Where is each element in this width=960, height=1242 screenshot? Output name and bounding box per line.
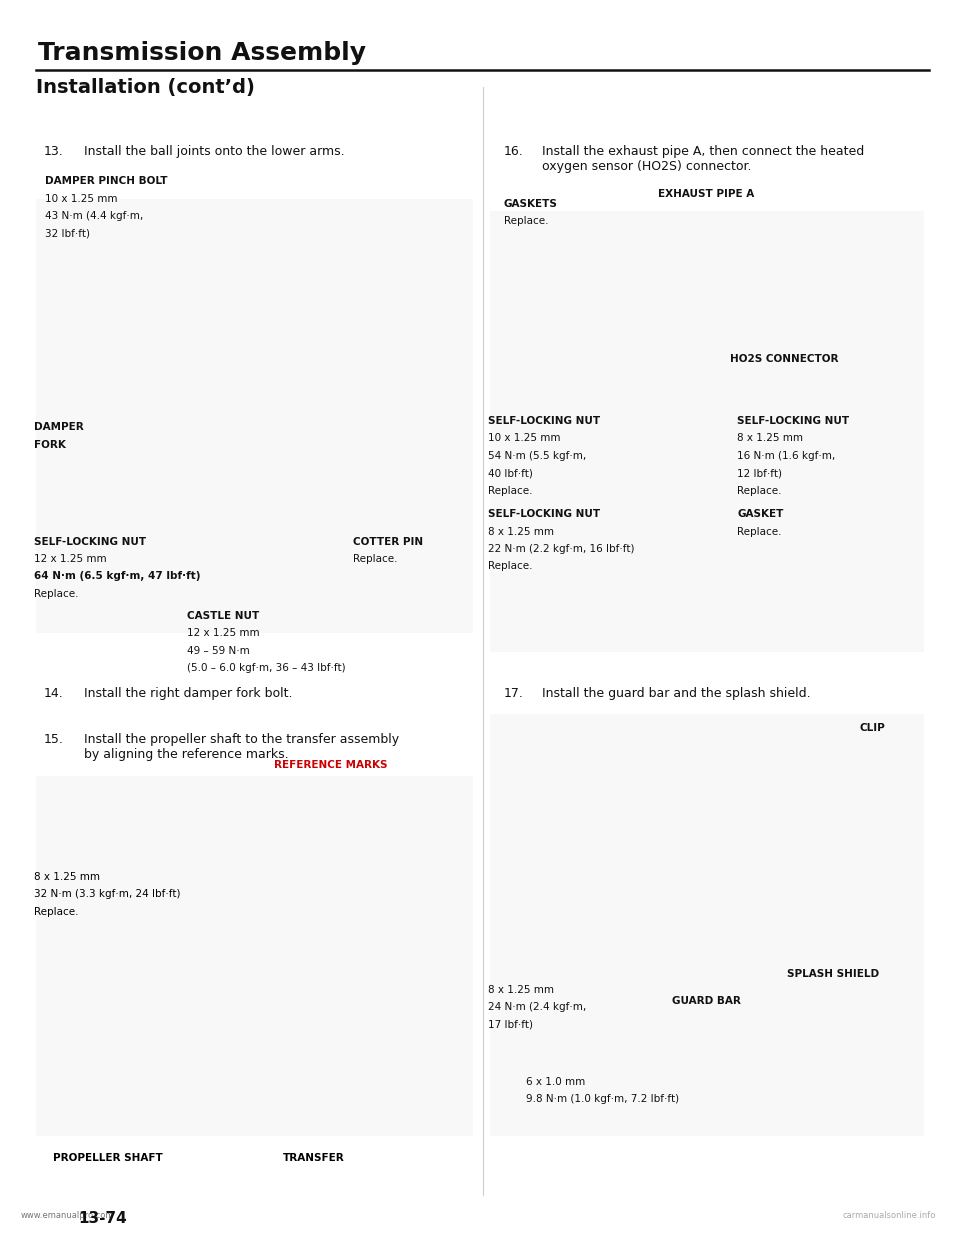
Text: DAMPER: DAMPER xyxy=(34,422,84,432)
Text: 16 N·m (1.6 kgf·m,: 16 N·m (1.6 kgf·m, xyxy=(737,451,835,461)
Text: EXHAUST PIPE A: EXHAUST PIPE A xyxy=(658,189,754,199)
Text: SELF-LOCKING NUT: SELF-LOCKING NUT xyxy=(737,416,850,426)
Text: Transmission Assembly: Transmission Assembly xyxy=(38,41,367,65)
Text: 8 x 1.25 mm: 8 x 1.25 mm xyxy=(488,985,554,995)
Text: 64 N·m (6.5 kgf·m, 47 lbf·ft): 64 N·m (6.5 kgf·m, 47 lbf·ft) xyxy=(34,571,200,581)
Text: 6 x 1.0 mm: 6 x 1.0 mm xyxy=(526,1077,586,1087)
Text: 22 N·m (2.2 kgf·m, 16 lbf·ft): 22 N·m (2.2 kgf·m, 16 lbf·ft) xyxy=(488,544,635,554)
Bar xyxy=(490,211,924,652)
Text: 54 N·m (5.5 kgf·m,: 54 N·m (5.5 kgf·m, xyxy=(488,451,586,461)
Text: Replace.: Replace. xyxy=(488,486,532,496)
Text: 17.: 17. xyxy=(504,687,524,699)
Text: 8 x 1.25 mm: 8 x 1.25 mm xyxy=(737,433,804,443)
Text: 10 x 1.25 mm: 10 x 1.25 mm xyxy=(488,433,561,443)
Text: 49 – 59 N·m: 49 – 59 N·m xyxy=(187,646,250,656)
Text: FORK: FORK xyxy=(34,440,65,450)
Text: CASTLE NUT: CASTLE NUT xyxy=(187,611,259,621)
Text: Replace.: Replace. xyxy=(737,486,781,496)
Text: Replace.: Replace. xyxy=(34,589,78,599)
Text: 43 N·m (4.4 kgf·m,: 43 N·m (4.4 kgf·m, xyxy=(45,211,143,221)
Text: Install the ball joints onto the lower arms.: Install the ball joints onto the lower a… xyxy=(84,145,344,158)
Text: 15.: 15. xyxy=(43,733,63,745)
Text: 24 N·m (2.4 kgf·m,: 24 N·m (2.4 kgf·m, xyxy=(488,1002,586,1012)
Text: Install the right damper fork bolt.: Install the right damper fork bolt. xyxy=(84,687,292,699)
Text: 12 x 1.25 mm: 12 x 1.25 mm xyxy=(34,554,107,564)
Text: 17 lbf·ft): 17 lbf·ft) xyxy=(488,1020,533,1030)
Text: HO2S CONNECTOR: HO2S CONNECTOR xyxy=(730,354,838,364)
Text: carmanualsonline.info: carmanualsonline.info xyxy=(843,1211,936,1220)
Text: 10 x 1.25 mm: 10 x 1.25 mm xyxy=(45,194,118,204)
Text: DAMPER PINCH BOLT: DAMPER PINCH BOLT xyxy=(45,176,168,186)
Text: Replace.: Replace. xyxy=(34,907,78,917)
Text: 12 lbf·ft): 12 lbf·ft) xyxy=(737,468,782,478)
Text: SELF-LOCKING NUT: SELF-LOCKING NUT xyxy=(488,509,600,519)
Text: 8 x 1.25 mm: 8 x 1.25 mm xyxy=(34,872,100,882)
Text: SELF-LOCKING NUT: SELF-LOCKING NUT xyxy=(488,416,600,426)
Text: REFERENCE MARKS: REFERENCE MARKS xyxy=(274,760,387,770)
Text: 32 lbf·ft): 32 lbf·ft) xyxy=(45,229,90,238)
Text: GASKETS: GASKETS xyxy=(504,199,558,209)
Text: 16.: 16. xyxy=(504,145,524,158)
Text: Replace.: Replace. xyxy=(504,216,548,226)
Text: Replace.: Replace. xyxy=(353,554,397,564)
Bar xyxy=(36,199,473,633)
Text: 14.: 14. xyxy=(43,687,63,699)
Text: 8 x 1.25 mm: 8 x 1.25 mm xyxy=(488,527,554,537)
Text: 9.8 N·m (1.0 kgf·m, 7.2 lbf·ft): 9.8 N·m (1.0 kgf·m, 7.2 lbf·ft) xyxy=(526,1094,680,1104)
Text: 40 lbf·ft): 40 lbf·ft) xyxy=(488,468,533,478)
Text: 13.: 13. xyxy=(43,145,63,158)
Text: SPLASH SHIELD: SPLASH SHIELD xyxy=(787,969,879,979)
Text: PROPELLER SHAFT: PROPELLER SHAFT xyxy=(53,1153,162,1163)
Bar xyxy=(490,714,924,1136)
Text: 13-74: 13-74 xyxy=(79,1211,128,1226)
Text: Installation (cont’d): Installation (cont’d) xyxy=(36,78,255,97)
Text: 32 N·m (3.3 kgf·m, 24 lbf·ft): 32 N·m (3.3 kgf·m, 24 lbf·ft) xyxy=(34,889,180,899)
Text: www.emanualpro.com: www.emanualpro.com xyxy=(21,1211,114,1220)
Text: Install the guard bar and the splash shield.: Install the guard bar and the splash shi… xyxy=(542,687,811,699)
Text: TRANSFER: TRANSFER xyxy=(283,1153,345,1163)
Text: Replace.: Replace. xyxy=(488,561,532,571)
Text: COTTER PIN: COTTER PIN xyxy=(353,537,423,546)
Text: (5.0 – 6.0 kgf·m, 36 – 43 lbf·ft): (5.0 – 6.0 kgf·m, 36 – 43 lbf·ft) xyxy=(187,663,346,673)
Bar xyxy=(36,776,473,1136)
Text: Replace.: Replace. xyxy=(737,527,781,537)
Text: Install the exhaust pipe A, then connect the heated
oxygen sensor (HO2S) connect: Install the exhaust pipe A, then connect… xyxy=(542,145,865,174)
Text: GUARD BAR: GUARD BAR xyxy=(672,996,741,1006)
Text: GASKET: GASKET xyxy=(737,509,783,519)
Text: SELF-LOCKING NUT: SELF-LOCKING NUT xyxy=(34,537,146,546)
Text: Install the propeller shaft to the transfer assembly
by aligning the reference m: Install the propeller shaft to the trans… xyxy=(84,733,398,761)
Text: CLIP: CLIP xyxy=(859,723,885,733)
Text: 12 x 1.25 mm: 12 x 1.25 mm xyxy=(187,628,260,638)
